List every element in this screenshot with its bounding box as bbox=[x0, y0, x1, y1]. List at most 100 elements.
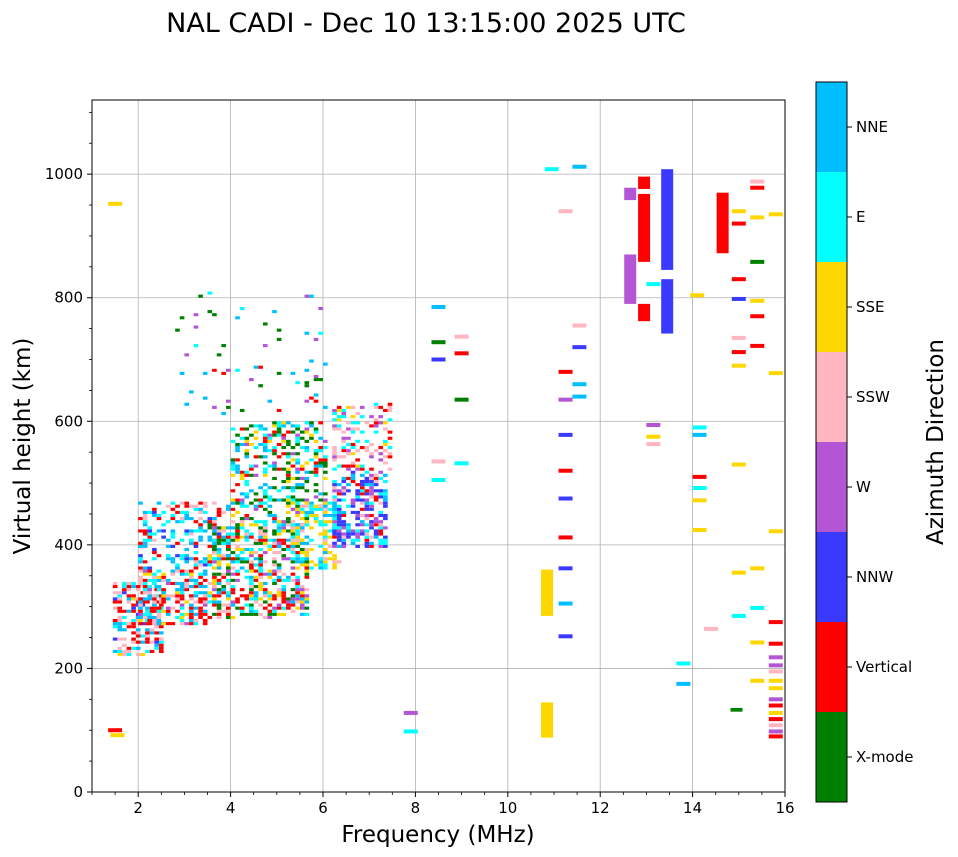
trace-pixel bbox=[198, 523, 203, 527]
trace-pixel bbox=[373, 495, 379, 499]
trace-pixel bbox=[295, 544, 300, 548]
trace-pixel bbox=[295, 433, 300, 437]
trace-pixel bbox=[156, 585, 162, 589]
echo-point bbox=[572, 323, 587, 328]
trace-pixel bbox=[170, 560, 176, 564]
trace-pixel bbox=[175, 504, 180, 508]
trace-pixel bbox=[323, 501, 328, 505]
trace-pixel bbox=[267, 510, 273, 514]
trace-pixel bbox=[235, 572, 240, 576]
trace-pixel bbox=[216, 591, 222, 595]
trace-pixel bbox=[244, 492, 250, 496]
trace-pixel bbox=[346, 476, 351, 480]
trace-pixel bbox=[258, 526, 263, 530]
trace-pixel bbox=[369, 535, 374, 539]
trace-pixel bbox=[253, 455, 259, 459]
trace-pixel bbox=[304, 368, 310, 372]
trace-pixel bbox=[332, 483, 337, 487]
echo-point bbox=[731, 221, 746, 226]
trace-pixel bbox=[304, 563, 310, 567]
trace-pixel bbox=[304, 449, 310, 453]
trace-pixel bbox=[304, 554, 310, 558]
trace-pixel bbox=[244, 612, 250, 616]
trace-pixel bbox=[355, 544, 360, 548]
colorbar-tick-label: NNE bbox=[856, 118, 888, 136]
trace-pixel bbox=[373, 529, 379, 533]
trace-pixel bbox=[281, 486, 287, 490]
trace-pixel bbox=[290, 572, 296, 576]
trace-pixel bbox=[154, 646, 159, 650]
echo-point bbox=[572, 345, 587, 350]
x-tick-label: 12 bbox=[591, 799, 610, 817]
trace-pixel bbox=[235, 547, 240, 552]
trace-pixel bbox=[327, 513, 333, 518]
trace-pixel bbox=[295, 452, 300, 456]
trace-pixel bbox=[249, 578, 254, 582]
trace-pixel bbox=[249, 563, 254, 567]
trace-pixel bbox=[258, 532, 263, 536]
trace-pixel bbox=[142, 585, 148, 589]
trace-pixel bbox=[281, 585, 287, 589]
echo-point bbox=[108, 201, 123, 206]
trace-pixel bbox=[304, 331, 310, 335]
echo-point bbox=[690, 293, 705, 298]
trace-pixel bbox=[189, 557, 194, 561]
trace-pixel bbox=[323, 510, 328, 514]
trace-pixel bbox=[267, 538, 273, 542]
trace-pixel bbox=[147, 585, 153, 589]
trace-pixel bbox=[158, 649, 164, 653]
trace-pixel bbox=[244, 575, 250, 579]
trace-pixel bbox=[299, 483, 305, 487]
trace-pixel bbox=[249, 464, 254, 468]
trace-pixel bbox=[383, 538, 388, 542]
trace-pixel bbox=[355, 513, 360, 518]
trace-pixel bbox=[249, 551, 254, 555]
trace-pixel bbox=[373, 449, 379, 453]
trace-pixel bbox=[230, 467, 236, 471]
trace-pixel bbox=[299, 551, 305, 555]
trace-pixel bbox=[355, 492, 360, 496]
trace-pixel bbox=[225, 563, 231, 567]
trace-pixel bbox=[290, 609, 296, 613]
trace-pixel bbox=[154, 625, 159, 629]
trace-pixel bbox=[332, 520, 337, 524]
trace-pixel bbox=[295, 458, 300, 462]
trace-pixel bbox=[249, 581, 254, 586]
echo-point bbox=[731, 277, 746, 282]
trace-pixel bbox=[378, 541, 384, 545]
trace-pixel bbox=[230, 498, 236, 502]
trace-pixel bbox=[202, 529, 208, 533]
trace-pixel bbox=[272, 572, 277, 576]
trace-pixel bbox=[313, 461, 319, 465]
trace-pixel bbox=[112, 619, 118, 623]
trace-pixel bbox=[198, 535, 203, 539]
trace-pixel bbox=[309, 566, 314, 570]
trace-pixel bbox=[295, 442, 300, 446]
echo-point bbox=[558, 496, 573, 501]
echo-point bbox=[558, 634, 573, 639]
trace-pixel bbox=[332, 532, 337, 536]
trace-pixel bbox=[193, 520, 199, 524]
trace-pixel bbox=[341, 523, 347, 527]
trace-pixel bbox=[286, 461, 291, 465]
trace-pixel bbox=[364, 439, 370, 443]
trace-pixel bbox=[239, 547, 245, 552]
trace-pixel bbox=[299, 612, 305, 616]
trace-pixel bbox=[152, 581, 157, 586]
trace-pixel bbox=[290, 371, 296, 375]
trace-pixel bbox=[165, 554, 171, 558]
trace-pixel bbox=[272, 421, 277, 425]
trace-pixel bbox=[138, 578, 143, 582]
trace-pixel bbox=[142, 513, 148, 518]
trace-pixel bbox=[112, 585, 118, 589]
trace-pixel bbox=[267, 449, 273, 453]
trace-pixel bbox=[359, 479, 365, 484]
trace-pixel bbox=[318, 464, 323, 468]
trace-pixel bbox=[244, 470, 250, 474]
trace-pixel bbox=[286, 467, 291, 471]
trace-pixel bbox=[253, 591, 259, 595]
trace-pixel bbox=[225, 532, 231, 536]
trace-pixel bbox=[332, 418, 337, 422]
trace-pixel bbox=[122, 581, 127, 586]
trace-pixel bbox=[142, 581, 148, 586]
